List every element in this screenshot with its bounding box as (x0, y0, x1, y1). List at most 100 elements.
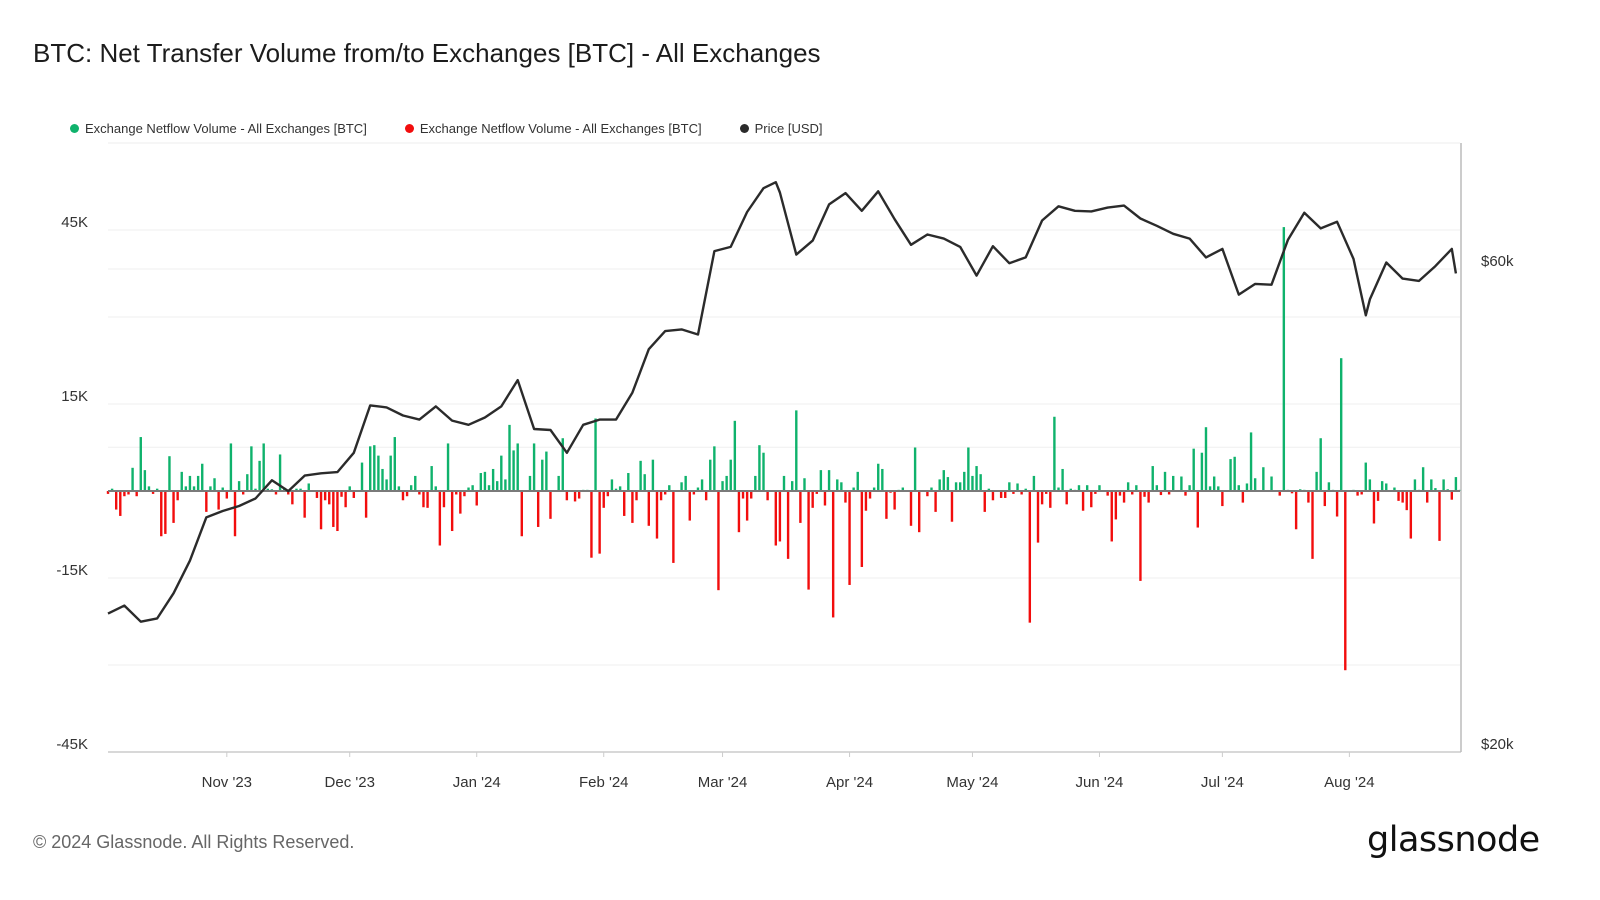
netflow-bar-positive (504, 479, 507, 491)
netflow-bar-negative (1344, 491, 1347, 671)
netflow-bar-positive (819, 470, 823, 491)
netflow-bar-negative (438, 491, 442, 546)
legend-item-netflow-positive[interactable]: Exchange Netflow Volume - All Exchanges … (70, 121, 367, 136)
netflow-bar-negative (1397, 491, 1400, 501)
netflow-bar-positive (250, 446, 253, 491)
netflow-bar-negative (463, 491, 466, 497)
netflow-bar-negative (893, 491, 896, 510)
netflow-bar-positive (643, 474, 646, 491)
netflow-bar-positive (1327, 482, 1331, 491)
netflow-bars (106, 227, 1462, 671)
netflow-bar-positive (729, 459, 732, 491)
netflow-bar-negative (577, 491, 581, 499)
netflow-bar-negative (1426, 491, 1429, 503)
netflow-bar-negative (1114, 491, 1118, 520)
netflow-bar-positive (1262, 467, 1265, 491)
netflow-bar-negative (315, 491, 319, 498)
netflow-bar-positive (680, 482, 683, 491)
netflow-bar-positive (1008, 482, 1011, 491)
netflow-bar-positive (795, 410, 798, 491)
netflow-bar-negative (844, 491, 847, 503)
netflow-bar-positive (258, 460, 261, 491)
netflow-bar-positive (1126, 482, 1130, 491)
netflow-bar-positive (963, 471, 966, 491)
glassnode-logo[interactable]: glassnode (1367, 820, 1540, 860)
netflow-bar-negative (106, 491, 110, 494)
netflow-bar-positive (913, 447, 917, 491)
netflow-bar-negative (1065, 491, 1068, 505)
netflow-bar-negative (934, 491, 937, 512)
netflow-bar-positive (1172, 475, 1175, 491)
netflow-bar-negative (663, 491, 667, 495)
netflow-bar-positive (467, 487, 470, 491)
netflow-bar-positive (1237, 485, 1240, 491)
legend-label: Price [USD] (754, 121, 823, 136)
netflow-bar-negative (848, 491, 851, 585)
netflow-bar-positive (532, 443, 536, 491)
netflow-bar-positive (721, 481, 724, 491)
netflow-bar-negative (635, 491, 638, 501)
netflow-bar-negative (1159, 491, 1163, 496)
netflow-bar-negative (242, 491, 245, 495)
netflow-bar-positive (381, 468, 384, 491)
netflow-bar-negative (745, 491, 749, 521)
y-left-tick-label: 15K (61, 388, 88, 405)
netflow-bar-positive (852, 487, 855, 491)
netflow-bar-negative (1012, 491, 1015, 494)
netflow-bar-positive (397, 486, 401, 491)
y-left-tick-label: 45K (61, 214, 88, 231)
netflow-bar-positive (627, 473, 630, 491)
netflow-bar-negative (799, 491, 802, 523)
netflow-bar-positive (180, 471, 183, 491)
x-tick-label: Jun '24 (1076, 774, 1124, 791)
netflow-bar-positive (946, 477, 950, 491)
netflow-bar-positive (856, 471, 859, 491)
netflow-bar-positive (1434, 488, 1437, 491)
netflow-bar-negative (1110, 491, 1113, 542)
netflow-bar-negative (950, 491, 954, 522)
legend-item-netflow-negative[interactable]: Exchange Netflow Volume - All Exchanges … (404, 121, 702, 136)
netflow-bar-negative (475, 491, 478, 506)
netflow-bar-negative (1196, 491, 1199, 528)
x-tick-label: Jan '24 (453, 774, 501, 791)
netflow-bar-positive (938, 479, 941, 491)
netflow-bar-positive (1032, 475, 1036, 491)
netflow-bar-positive (446, 443, 450, 491)
netflow-bar-positive (1380, 481, 1384, 491)
netflow-bar-positive (762, 452, 765, 491)
netflow-bar-negative (1294, 491, 1298, 530)
netflow-bar-negative (741, 491, 745, 499)
netflow-bar-positive (188, 475, 192, 491)
green-dot-icon (70, 124, 79, 133)
netflow-bar-positive (930, 487, 933, 491)
netflow-bar-positive (782, 475, 786, 491)
netflow-bar-positive (254, 488, 257, 491)
legend-label: Exchange Netflow Volume - All Exchanges … (85, 121, 367, 136)
netflow-bar-positive (1053, 416, 1056, 491)
netflow-bar-negative (225, 491, 229, 499)
netflow-bar-negative (422, 491, 425, 508)
netflow-bar-negative (418, 491, 421, 495)
netflow-bar-negative (1323, 491, 1326, 507)
netflow-bar-positive (1188, 485, 1191, 491)
netflow-bar-positive (201, 463, 204, 491)
legend-item-price[interactable]: Price [USD] (739, 121, 823, 136)
netflow-bar-positive (541, 459, 544, 491)
netflow-bar-positive (430, 466, 433, 491)
netflow-bar-negative (1122, 491, 1126, 503)
netflow-bar-positive (196, 475, 200, 491)
netflow-bar-negative (1118, 491, 1122, 496)
netflow-bar-positive (696, 487, 700, 491)
netflow-bar-negative (151, 491, 155, 494)
netflow-bar-negative (1221, 491, 1224, 507)
netflow-bar-negative (319, 491, 323, 530)
netflow-bar-positive (545, 451, 548, 491)
netflow-bar-positive (1319, 438, 1322, 491)
legend-label: Exchange Netflow Volume - All Exchanges … (419, 121, 702, 136)
netflow-bar-positive (975, 466, 978, 491)
netflow-bar-negative (590, 491, 593, 558)
netflow-bar-negative (778, 491, 782, 542)
netflow-bar-positive (1151, 466, 1154, 491)
netflow-bar-negative (750, 491, 753, 499)
